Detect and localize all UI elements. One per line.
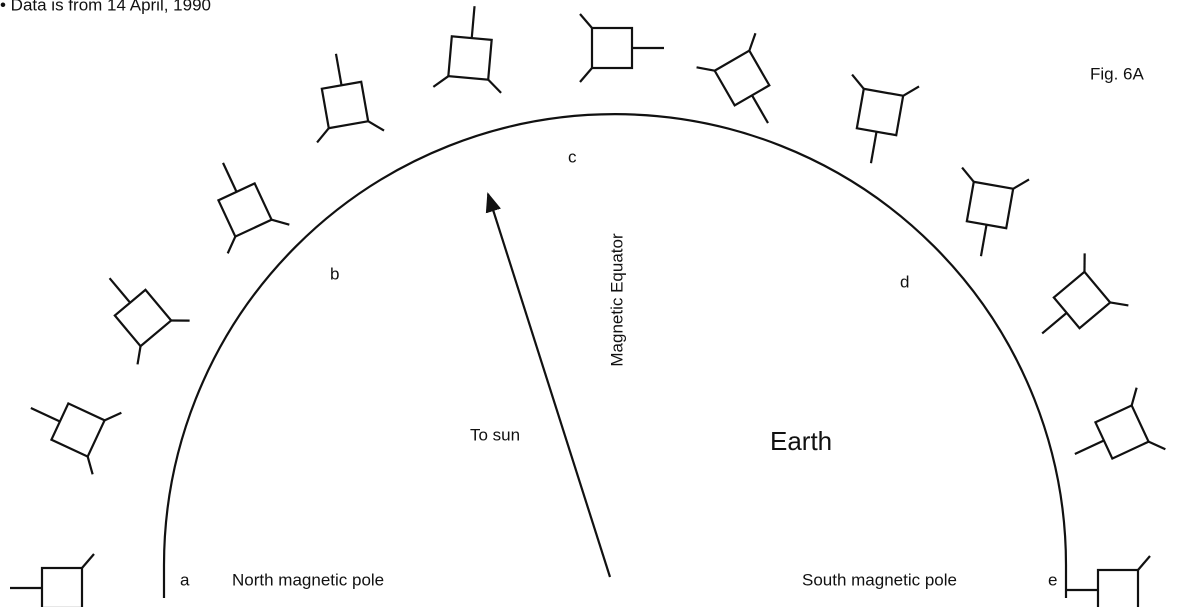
equator-label: Magnetic Equator [607,233,626,367]
satellite [108,277,190,365]
data-note: • Data is from 14 April, 1990 [0,0,211,14]
pole-label: North magnetic pole [232,570,384,589]
satellite [696,32,771,124]
satellite [579,13,664,83]
earth-label: Earth [770,426,832,456]
point-label: d [900,272,909,291]
satellite [1074,387,1166,461]
point-label: a [180,570,190,589]
satellite [10,553,95,607]
point-label: c [568,147,577,166]
satellite [1041,253,1129,335]
sun-arrow [485,192,612,578]
sun-label: To sun [470,425,520,444]
satellite [432,6,502,94]
satellite [216,162,290,254]
figure-label: Fig. 6A [1090,64,1145,83]
satellite [961,166,1030,257]
pole-label: South magnetic pole [802,570,957,589]
satellite [1066,555,1151,607]
earth-outline [162,112,1068,598]
satellites [10,6,1166,607]
satellite [30,401,122,475]
satellite [316,53,385,144]
point-label: b [330,264,339,283]
point-label: e [1048,570,1057,589]
satellite [851,73,920,164]
